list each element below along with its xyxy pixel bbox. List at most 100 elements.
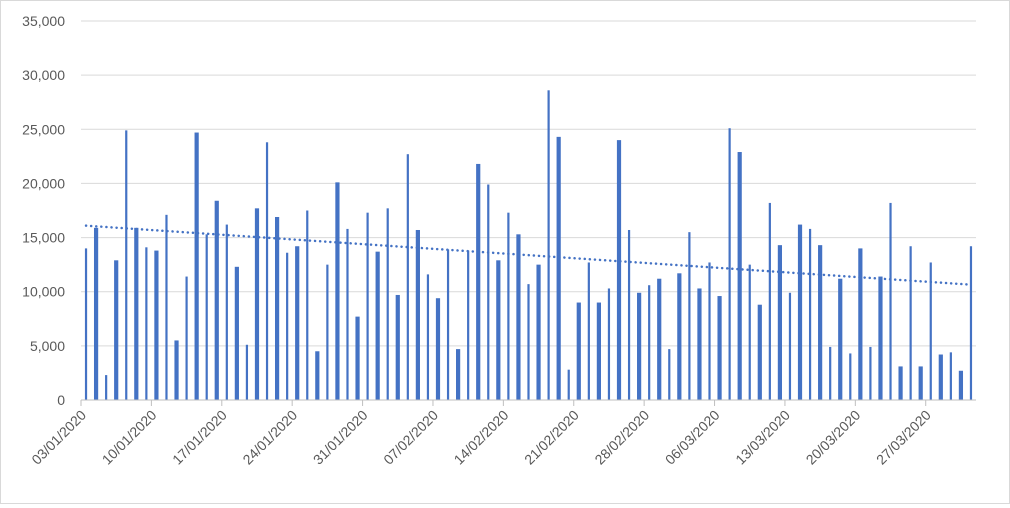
- bar: [677, 273, 682, 400]
- x-tick-label: 21/02/2020: [521, 407, 582, 468]
- bar: [637, 292, 642, 400]
- bar: [245, 344, 249, 400]
- gridlines: [81, 20, 976, 347]
- bar: [587, 262, 590, 400]
- bar: [849, 353, 852, 400]
- y-tick-label: 0: [57, 392, 65, 408]
- bar-series: [84, 90, 973, 400]
- bar: [254, 208, 260, 400]
- x-tick-label: 17/01/2020: [169, 407, 230, 468]
- bar: [366, 212, 369, 400]
- x-tick-label: 27/03/2020: [873, 407, 934, 468]
- bar: [918, 366, 923, 400]
- bar: [728, 128, 731, 400]
- bar: [858, 248, 863, 400]
- bar: [174, 340, 179, 400]
- bar: [838, 278, 843, 400]
- bar: [286, 252, 289, 400]
- bar: [426, 274, 430, 400]
- bar: [797, 224, 803, 400]
- x-tick-label: 10/01/2020: [99, 407, 160, 468]
- bar: [898, 366, 903, 400]
- y-tick-label: 20,000: [22, 175, 65, 191]
- x-tick-label: 14/02/2020: [451, 407, 512, 468]
- bar: [596, 302, 601, 400]
- y-tick-label: 15,000: [22, 230, 65, 246]
- bar: [476, 163, 481, 400]
- bar: [134, 227, 139, 400]
- bar: [185, 276, 188, 400]
- bar: [929, 262, 932, 400]
- bar: [808, 228, 812, 400]
- bar: [737, 152, 742, 400]
- bar: [547, 90, 550, 400]
- bar: [616, 140, 622, 400]
- x-tick-label: 13/03/2020: [732, 407, 793, 468]
- bar: [154, 250, 159, 400]
- bar: [829, 346, 832, 400]
- bar: [415, 229, 420, 400]
- bar: [205, 234, 208, 400]
- bar: [165, 214, 168, 400]
- bar: [306, 210, 309, 400]
- bar: [668, 349, 671, 400]
- bar: [225, 224, 228, 400]
- bar: [395, 294, 400, 400]
- bar: [114, 260, 119, 400]
- bar: [507, 212, 510, 400]
- bar: [516, 234, 521, 400]
- bar: [708, 262, 711, 400]
- y-tick-label: 25,000: [22, 121, 65, 137]
- bar: [768, 202, 771, 400]
- x-tick-label: 07/02/2020: [380, 407, 441, 468]
- bar: [386, 208, 389, 400]
- bar: [467, 250, 470, 400]
- bar: [717, 296, 722, 400]
- bar: [788, 292, 792, 400]
- bar: [375, 251, 380, 400]
- bar: [487, 184, 490, 400]
- bar: [878, 276, 883, 400]
- x-tick-label: 03/01/2020: [28, 407, 89, 468]
- bar: [315, 351, 320, 400]
- bar: [969, 246, 973, 400]
- bar: [355, 316, 360, 400]
- bar: [748, 264, 751, 400]
- x-tick-label: 06/03/2020: [662, 407, 723, 468]
- bar: [145, 247, 148, 400]
- bar: [757, 304, 762, 400]
- bar: [105, 375, 108, 400]
- bar: [496, 260, 501, 400]
- bar: [406, 154, 409, 400]
- trendline-path: [84, 224, 973, 286]
- bar: [688, 232, 691, 400]
- bar: [648, 285, 651, 400]
- bar: [265, 142, 269, 400]
- bar: [274, 216, 280, 400]
- bar: [567, 369, 570, 400]
- bar: [938, 354, 943, 400]
- bar: [346, 228, 349, 400]
- bar: [627, 229, 631, 400]
- bar: [536, 264, 541, 400]
- x-tick-label: 24/01/2020: [239, 407, 300, 468]
- y-tick-label: 5,000: [30, 338, 65, 354]
- bar: [435, 298, 441, 400]
- bar: [326, 264, 329, 400]
- bar: [909, 246, 912, 400]
- x-tick-label: 20/03/2020: [803, 407, 864, 468]
- y-tick-label: 10,000: [22, 284, 65, 300]
- bar: [456, 349, 461, 400]
- bar: [214, 200, 219, 400]
- bar: [777, 245, 783, 400]
- bar: [697, 288, 702, 400]
- bar: [93, 227, 99, 400]
- bar: [869, 346, 872, 400]
- bar: [335, 182, 340, 400]
- x-tick-label: 28/02/2020: [591, 407, 652, 468]
- bar: [889, 202, 892, 400]
- bar: [125, 130, 128, 400]
- bar: [234, 266, 239, 400]
